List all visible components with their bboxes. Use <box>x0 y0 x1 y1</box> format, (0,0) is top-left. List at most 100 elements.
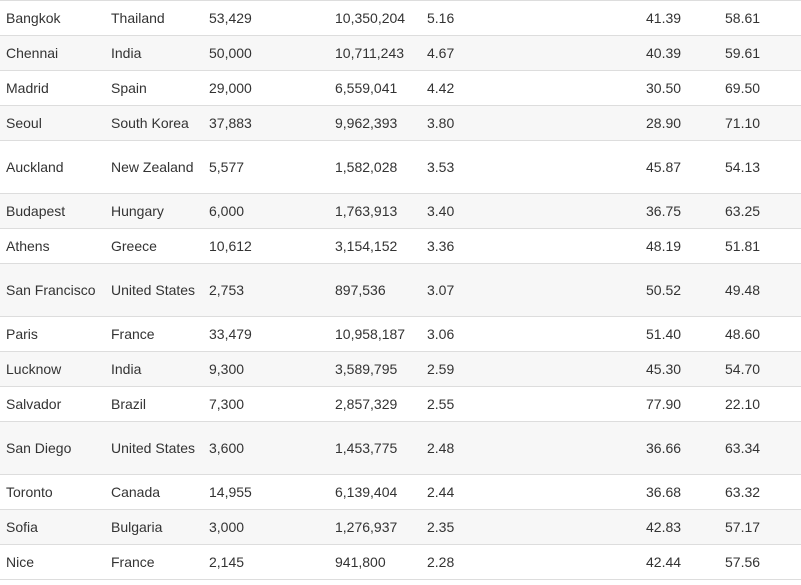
table-row: Auckland New Zealand 5,577 1,582,028 3.53 45.… <box>0 141 801 194</box>
city-cell: Bangkok <box>6 10 61 26</box>
value-cell-5: 51.81 <box>725 238 761 254</box>
value-cell-1: 6,000 <box>209 203 245 219</box>
value-cell-5: 57.56 <box>725 554 761 570</box>
value-cell-4: 50.52 <box>646 282 682 298</box>
value-cell-4: 42.44 <box>646 554 682 570</box>
country-cell: France <box>111 554 155 570</box>
city-cell: Paris <box>6 326 38 342</box>
table-row: San Diego United States 3,600 1,453,775 2.48… <box>0 422 801 475</box>
value-cell-3: 2.55 <box>427 396 455 412</box>
value-cell-1: 33,479 <box>209 326 252 342</box>
table-row: Sofia Bulgaria 3,000 1,276,937 2.35 42.83 57.1… <box>0 510 801 545</box>
value-cell-3: 2.28 <box>427 554 455 570</box>
country-cell: Hungary <box>111 203 164 219</box>
value-cell-2: 9,962,393 <box>335 115 398 131</box>
country-cell: Brazil <box>111 396 147 412</box>
country-cell: Canada <box>111 484 161 500</box>
table-row: San Francisco United States 2,753 897,536 3.… <box>0 264 801 317</box>
city-cell: Madrid <box>6 80 49 96</box>
table-row: Budapest Hungary 6,000 1,763,913 3.40 36.75 63… <box>0 194 801 229</box>
value-cell-4: 48.19 <box>646 238 682 254</box>
value-cell-5: 63.25 <box>725 203 761 219</box>
table-row: Nice France 2,145 941,800 2.28 42.44 57.56 <box>0 545 801 580</box>
value-cell-5: 57.17 <box>725 519 761 535</box>
value-cell-4: 36.66 <box>646 440 682 456</box>
country-cell: South Korea <box>111 115 189 131</box>
value-cell-4: 45.87 <box>646 159 682 175</box>
country-cell: Thailand <box>111 10 165 26</box>
value-cell-2: 1,453,775 <box>335 440 398 456</box>
value-cell-3: 2.59 <box>427 361 455 377</box>
value-cell-3: 3.53 <box>427 159 455 175</box>
value-cell-1: 3,600 <box>209 440 245 456</box>
country-cell: United States <box>111 440 196 456</box>
country-cell: Spain <box>111 80 147 96</box>
city-cell: Seoul <box>6 115 42 131</box>
value-cell-1: 2,145 <box>209 554 245 570</box>
value-cell-5: 69.50 <box>725 80 761 96</box>
city-cell: Athens <box>6 238 50 254</box>
value-cell-2: 6,139,404 <box>335 484 398 500</box>
country-cell: United States <box>111 282 196 298</box>
value-cell-4: 36.68 <box>646 484 682 500</box>
value-cell-5: 54.70 <box>725 361 761 377</box>
table-row: Paris France 33,479 10,958,187 3.06 51.40 48.6… <box>0 317 801 352</box>
value-cell-4: 40.39 <box>646 45 682 61</box>
value-cell-2: 2,857,329 <box>335 396 398 412</box>
value-cell-1: 14,955 <box>209 484 252 500</box>
value-cell-2: 3,154,152 <box>335 238 398 254</box>
table-row: Lucknow India 9,300 3,589,795 2.59 45.30 54.70 <box>0 352 801 387</box>
value-cell-3: 4.42 <box>427 80 455 96</box>
value-cell-4: 42.83 <box>646 519 682 535</box>
value-cell-2: 10,711,243 <box>335 45 405 61</box>
value-cell-2: 3,589,795 <box>335 361 398 377</box>
value-cell-1: 7,300 <box>209 396 245 412</box>
city-cell: Auckland <box>6 159 64 175</box>
table-row: Athens Greece 10,612 3,154,152 3.36 48.19 51.8… <box>0 229 801 264</box>
city-cell: Budapest <box>6 203 66 219</box>
country-cell: India <box>111 361 142 377</box>
value-cell-1: 50,000 <box>209 45 252 61</box>
value-cell-4: 51.40 <box>646 326 682 342</box>
value-cell-5: 71.10 <box>725 115 761 131</box>
value-cell-3: 5.16 <box>427 10 455 26</box>
country-cell: New Zealand <box>111 159 194 175</box>
value-cell-5: 49.48 <box>725 282 761 298</box>
city-cell: San Diego <box>6 440 72 456</box>
value-cell-2: 897,536 <box>335 282 386 298</box>
value-cell-3: 3.80 <box>427 115 455 131</box>
city-cell: Sofia <box>6 519 38 535</box>
value-cell-2: 6,559,041 <box>335 80 398 96</box>
table-row: Salvador Brazil 7,300 2,857,329 2.55 77.90 22.… <box>0 387 801 422</box>
value-cell-1: 37,883 <box>209 115 252 131</box>
table-row: Toronto Canada 14,955 6,139,404 2.44 36.68 63.… <box>0 475 801 510</box>
table-row: Seoul South Korea 37,883 9,962,393 3.80 28.90… <box>0 106 801 141</box>
value-cell-2: 1,582,028 <box>335 159 398 175</box>
city-cell: Salvador <box>6 396 62 412</box>
value-cell-3: 4.67 <box>427 45 455 61</box>
value-cell-3: 3.36 <box>427 238 455 254</box>
table-row: Chennai India 50,000 10,711,243 4.67 40.39 59.… <box>0 36 801 71</box>
value-cell-2: 1,763,913 <box>335 203 398 219</box>
value-cell-3: 3.07 <box>427 282 455 298</box>
value-cell-3: 3.06 <box>427 326 455 342</box>
value-cell-4: 28.90 <box>646 115 682 131</box>
value-cell-1: 3,000 <box>209 519 245 535</box>
value-cell-1: 5,577 <box>209 159 245 175</box>
value-cell-2: 1,276,937 <box>335 519 398 535</box>
city-cell: Nice <box>6 554 35 570</box>
value-cell-5: 63.32 <box>725 484 761 500</box>
value-cell-4: 36.75 <box>646 203 682 219</box>
table-row: Madrid Spain 29,000 6,559,041 4.42 30.50 69.50 <box>0 71 801 106</box>
value-cell-5: 59.61 <box>725 45 761 61</box>
value-cell-1: 10,612 <box>209 238 252 254</box>
value-cell-3: 2.48 <box>427 440 455 456</box>
value-cell-4: 77.90 <box>646 396 682 412</box>
country-cell: France <box>111 326 155 342</box>
value-cell-5: 63.34 <box>725 440 761 456</box>
value-cell-1: 29,000 <box>209 80 252 96</box>
value-cell-5: 48.60 <box>725 326 761 342</box>
value-cell-2: 941,800 <box>335 554 386 570</box>
value-cell-5: 22.10 <box>725 396 761 412</box>
